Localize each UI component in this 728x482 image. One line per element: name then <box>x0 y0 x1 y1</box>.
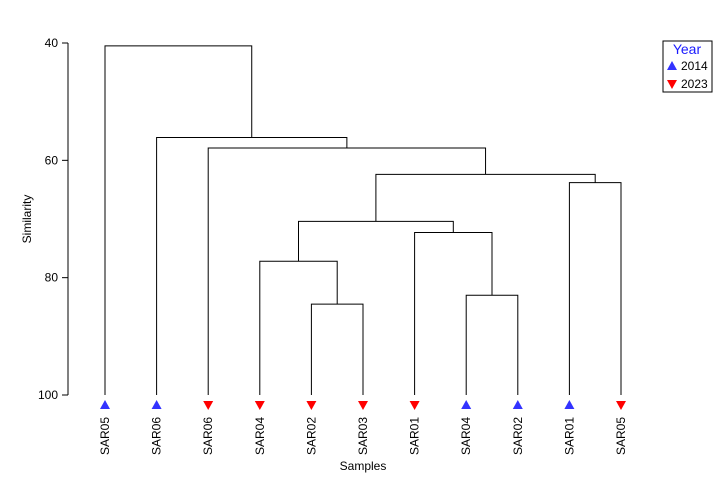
y-tick-label: 100 <box>38 388 58 402</box>
triangle-up-marker <box>100 400 110 409</box>
dendrogram-branch-m9 <box>156 136 348 395</box>
dendrogram-branches <box>104 45 622 395</box>
leaf-label: SAR01 <box>562 417 576 455</box>
triangle-down-marker <box>254 401 265 410</box>
triangle-down-marker <box>616 401 626 410</box>
leaf-markers-and-labels: SAR05 SAR06 SAR06 SAR04 SAR02 SAR03 SAR01 SAR04… <box>98 400 628 455</box>
dendrogram-branch-m5 <box>298 220 454 262</box>
legend-label-2023: 2023 <box>681 77 708 91</box>
y-tick-label: 80 <box>45 271 59 285</box>
dendrogram-branch-m4 <box>414 231 493 395</box>
triangle-down-marker <box>409 401 420 410</box>
legend-label-2014: 2014 <box>681 59 708 73</box>
y-tick-label: 60 <box>45 153 59 167</box>
leaf-label: SAR02 <box>304 417 318 455</box>
leaf-label: SAR02 <box>511 417 525 455</box>
dendrogram-branch-m8 <box>207 147 487 395</box>
leaf-label: SAR06 <box>201 417 215 455</box>
leaf-label: SAR04 <box>253 417 267 455</box>
y-tick-label: 40 <box>45 36 59 50</box>
triangle-up-marker <box>512 400 523 409</box>
legend-marker-2023 <box>667 80 677 89</box>
y-axis-label: Similarity <box>20 195 34 244</box>
leaf-label: SAR01 <box>408 417 422 455</box>
x-axis-label: Samples <box>340 459 387 473</box>
triangle-down-marker <box>358 401 368 410</box>
dendrogram-branch-m10 <box>104 45 253 395</box>
legend-marker-2014 <box>667 61 677 70</box>
triangle-up-marker <box>564 400 575 409</box>
leaf-label: SAR06 <box>150 417 164 455</box>
leaf-label: SAR05 <box>98 417 112 455</box>
leaf-label: SAR05 <box>614 417 628 455</box>
dendrogram-branch-m2 <box>465 294 519 395</box>
dendrogram-branch-m1 <box>310 303 364 395</box>
dendrogram-branch-m7 <box>375 173 596 222</box>
legend-title: Year <box>673 41 702 57</box>
leaf-label: SAR03 <box>356 417 370 455</box>
leaf-label: SAR04 <box>459 417 473 455</box>
triangle-down-marker <box>203 401 214 410</box>
triangle-up-marker <box>151 400 162 409</box>
legend: Year 2014 2023 <box>662 40 713 93</box>
triangle-down-marker <box>306 401 317 410</box>
y-axis: Similarity 40 60 80 100 <box>20 36 69 402</box>
triangle-up-marker <box>461 400 472 409</box>
dendrogram-branch-m6 <box>568 182 622 395</box>
dendrogram-branch-m3 <box>259 260 338 395</box>
